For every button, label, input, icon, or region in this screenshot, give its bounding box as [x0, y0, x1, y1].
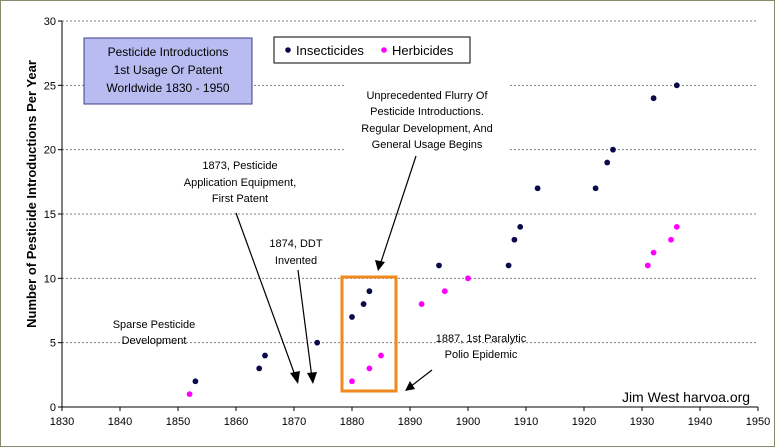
- arrow-flurry-head: [375, 260, 385, 271]
- x-tick-label-1880: 1880: [340, 416, 364, 428]
- insecticides-point-4: [349, 314, 355, 320]
- x-tick-label-1920: 1920: [572, 416, 596, 428]
- herbicides-point-8: [650, 249, 657, 256]
- herbicides-point-1: [349, 378, 355, 385]
- y-axis-label: Number of Pesticide Introductions Per Ye…: [24, 60, 39, 328]
- insecticides-point-12: [592, 185, 599, 192]
- insecticides-point-2: [262, 352, 268, 359]
- herbicides-point-10: [673, 223, 680, 230]
- insecticides-point-7: [436, 262, 442, 269]
- legend-box: [273, 36, 471, 64]
- x-tick-labels: 1830 1840 1850 1860 1870 1880 1890 1900 1910 1920…: [50, 416, 770, 428]
- annotation-sparse-line-1: Sparse Pesticide: [113, 319, 196, 331]
- legend-label-insecticides: Insecticides: [296, 43, 364, 58]
- insecticides-point-15: [650, 95, 657, 102]
- x-tick-label-1890: 1890: [398, 416, 422, 428]
- herbicides-point-0: [186, 391, 193, 398]
- data-points: [186, 82, 680, 398]
- annotation-flurry-line-1: Unprecedented Flurry Of: [366, 90, 488, 102]
- insecticides-point-13: [604, 159, 611, 166]
- annotation-flurry: Unprecedented Flurry Of Pesticide Introd…: [346, 84, 508, 271]
- arrow-polio-head: [405, 381, 415, 391]
- legend-marker-insecticides: [285, 47, 291, 53]
- annotation-flurry-line-3: Regular Development, And: [361, 123, 492, 135]
- y-tick-label-20: 20: [44, 145, 56, 157]
- x-tick-label-1870: 1870: [282, 416, 306, 428]
- annotation-polio-line-2: Polio Epidemic: [445, 349, 518, 361]
- annotation-flurry-bg: [346, 84, 508, 154]
- credit-text: Jim West harvoa.org: [622, 389, 750, 405]
- herbicides-point-2: [366, 365, 373, 372]
- insecticides-point-3: [314, 339, 321, 346]
- insecticides-point-1: [256, 365, 263, 372]
- insecticides-point-8: [505, 262, 512, 269]
- x-tick-label-1840: 1840: [108, 416, 132, 428]
- insecticides-point-11: [534, 185, 541, 192]
- annotation-ddt-line-2: Invented: [275, 255, 317, 267]
- y-tick-label-25: 25: [44, 80, 56, 92]
- arrow-equipment-shaft: [235, 212, 297, 379]
- x-tick-label-1830: 1830: [50, 416, 74, 428]
- herbicides-point-6: [465, 275, 471, 282]
- arrow-polio-shaft: [409, 369, 433, 388]
- arrow-flurry-shaft: [379, 155, 417, 266]
- annotation-flurry-line-2: Pesticide Introductions.: [370, 106, 484, 118]
- annotation-sparse: Sparse Pesticide Development: [113, 319, 196, 347]
- herbicides-point-5: [441, 288, 448, 295]
- arrow-ddt-head: [307, 372, 317, 384]
- insecticides-point-16: [673, 82, 680, 89]
- annotation-polio-line-1: 1887, 1st Paralytic: [436, 333, 527, 345]
- x-tick-label-1860: 1860: [224, 416, 248, 428]
- annotation-ddt: 1874, DDT Invented: [269, 238, 323, 384]
- insecticides-point-6: [366, 288, 373, 295]
- y-tick-label-30: 30: [44, 16, 56, 28]
- arrow-ddt-shaft: [297, 269, 313, 379]
- x-tick-label-1900: 1900: [456, 416, 480, 428]
- insecticides-point-14: [610, 146, 616, 153]
- insecticides-point-9: [511, 236, 518, 243]
- title-box: [83, 37, 253, 105]
- herbicides-point-3: [378, 352, 384, 359]
- legend-label-herbicides: Herbicides: [392, 43, 454, 58]
- legend: Insecticides Herbicides: [273, 36, 471, 64]
- insecticides-point-0: [192, 378, 199, 385]
- arrow-equipment-head: [290, 371, 300, 384]
- y-tick-label-15: 15: [44, 209, 56, 221]
- x-tick-label-1940: 1940: [688, 416, 712, 428]
- chart-title-line-2: 1st Usage Or Patent: [114, 63, 223, 77]
- y-tick-label-5: 5: [50, 338, 56, 350]
- annotation-equipment-line-1: 1873, Pesticide: [202, 160, 277, 172]
- insecticides-point-5: [360, 301, 367, 307]
- highlight-box: [340, 275, 398, 393]
- annotation-equipment-line-3: First Patent: [212, 193, 268, 205]
- y-tick-label-10: 10: [44, 273, 56, 285]
- y-tick-label-0: 0: [50, 402, 56, 414]
- chart-title-line-1: Pesticide Introductions: [108, 45, 229, 59]
- annotation-sparse-line-2: Development: [122, 335, 187, 347]
- annotation-equipment: 1873, Pesticide Application Equipment, F…: [184, 160, 300, 384]
- annotation-polio: 1887, 1st Paralytic Polio Epidemic: [405, 333, 527, 391]
- chart-title-line-3: Worldwide 1830 - 1950: [106, 81, 230, 95]
- herbicides-point-4: [418, 301, 425, 307]
- x-tick-label-1910: 1910: [514, 416, 538, 428]
- annotation-ddt-line-1: 1874, DDT: [269, 238, 322, 250]
- annotation-equipment-line-2: Application Equipment,: [184, 177, 297, 189]
- insecticides-point-10: [517, 223, 524, 230]
- axes: [58, 20, 759, 411]
- y-tick-labels: 0 5 10 15 20 25 30: [44, 16, 56, 414]
- x-tick-label-1950: 1950: [746, 416, 770, 428]
- x-tick-label-1850: 1850: [166, 416, 190, 428]
- legend-marker-herbicides: [381, 47, 387, 53]
- herbicides-point-9: [668, 236, 674, 243]
- annotation-flurry-line-4: General Usage Begins: [372, 139, 483, 151]
- herbicides-point-7: [644, 262, 651, 269]
- x-tick-label-1930: 1930: [630, 416, 654, 428]
